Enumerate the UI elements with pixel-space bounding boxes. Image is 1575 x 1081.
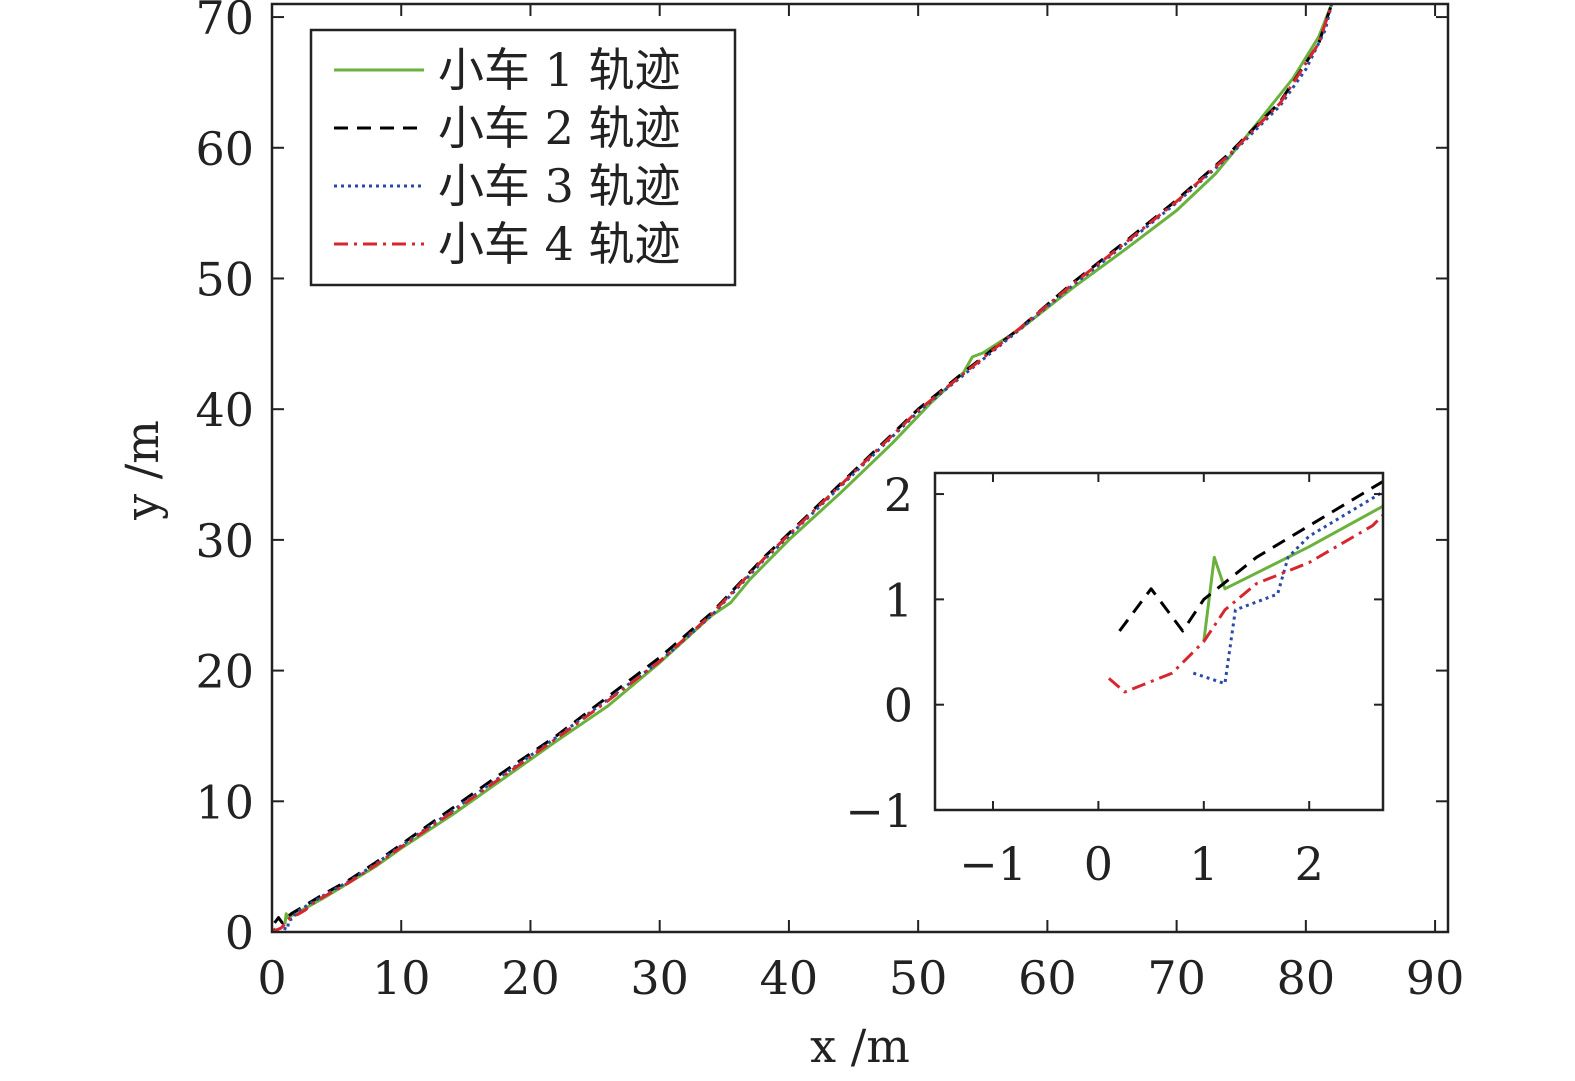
inset-plot-series [1107,479,1383,694]
x-tick-label: 70 [1147,951,1206,1005]
x-tick-label: 50 [889,951,948,1005]
legend-label-series-1: 小车 1 轨迹 [438,43,681,97]
inset-y-tick-label: 2 [884,468,913,522]
x-tick-label: 60 [1018,951,1077,1005]
y-tick-label: 40 [195,383,254,437]
series-line-4 [1107,513,1383,694]
x-tick-label: 10 [372,951,431,1005]
x-tick-label: 0 [257,951,286,1005]
x-tick-label: 40 [760,951,819,1005]
x-tick-label: 20 [501,951,560,1005]
legend-label-series-3: 小车 3 轨迹 [438,159,681,213]
inset-x-tick-label: 1 [1189,837,1218,891]
y-tick-label: 50 [195,252,254,306]
inset-x-tick-label: 0 [1084,837,1113,891]
legend-label-series-4: 小车 4 轨迹 [438,217,681,271]
x-tick-label: 90 [1406,951,1465,1005]
inset-y-tick-label: 1 [884,573,913,627]
inset-axis-ticks: −1 0 1 2 −1 0 1 2 [845,468,1383,891]
legend-box [309,28,737,287]
inset-y-tick-label: 0 [884,679,913,733]
x-axis-title: x /m [810,1019,910,1073]
y-tick-label: 60 [195,122,254,176]
main-plot-series [272,4,1334,932]
inset-x-tick-label: 2 [1295,837,1324,891]
y-tick-label: 30 [195,514,254,568]
inset-background [935,473,1383,810]
y-tick-label: 20 [195,645,254,699]
legend: 小车 1 轨迹 小车 2 轨迹 小车 3 轨迹 小车 4 轨迹 [309,28,737,287]
y-axis-title: y /m [115,420,169,521]
y-tick-label: 10 [195,775,254,829]
y-tick-label: 70 [195,0,254,45]
inset-x-tick-label: −1 [959,837,1027,891]
y-tick-label: 0 [225,906,254,960]
inset-y-tick-label: −1 [845,784,913,838]
legend-label-series-2: 小车 2 轨迹 [438,101,681,155]
main-plot-frame [270,2,1450,934]
inset-plot-frame [933,471,1385,812]
x-tick-label: 30 [630,951,689,1005]
x-tick-label: 80 [1277,951,1336,1005]
